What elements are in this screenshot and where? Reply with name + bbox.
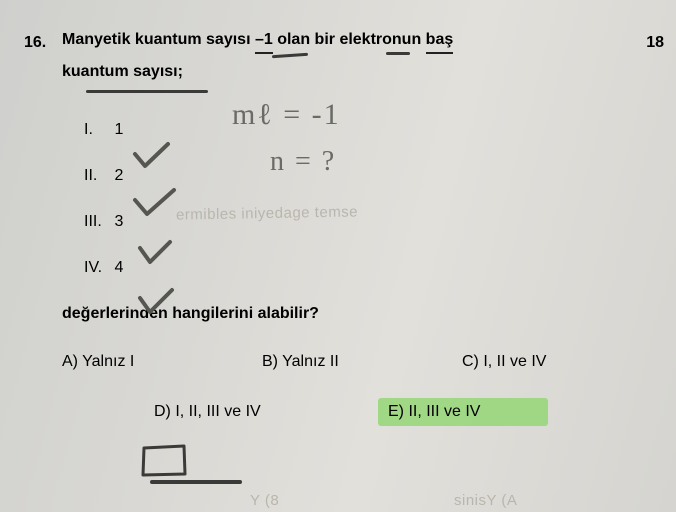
worksheet-page: 18 16. Manyetik kuantum sayısı –1 olan b… bbox=[0, 0, 676, 512]
item-1: I. 1 bbox=[84, 121, 656, 139]
answer-a[interactable]: A) Yalnız I bbox=[62, 353, 262, 371]
item-label: III. bbox=[84, 213, 110, 231]
answer-row-2: D) I, II, III ve IV E) II, III ve IV bbox=[62, 403, 656, 421]
qtext-seg-b: –1 bbox=[255, 28, 273, 54]
handwriting-nq: n = ? bbox=[270, 146, 336, 178]
underline-mark bbox=[86, 90, 208, 93]
question-text: Manyetik kuantum sayısı –1 olan bir elek… bbox=[62, 28, 656, 83]
answer-row-1: A) Yalnız I B) Yalnız II C) I, II ve IV bbox=[62, 353, 656, 371]
checkmark-icon bbox=[132, 140, 172, 174]
pencil-underline-icon bbox=[386, 52, 410, 55]
bleed-text: Y (8 bbox=[250, 492, 279, 509]
item-label: IV. bbox=[84, 259, 110, 277]
checkmark-icon bbox=[136, 238, 176, 272]
question-line-2: kuantum sayısı; bbox=[62, 60, 656, 83]
qtext-seg-a: Manyetik kuantum sayısı bbox=[62, 31, 255, 48]
answer-b[interactable]: B) Yalnız II bbox=[262, 353, 462, 371]
checkmark-icon bbox=[136, 286, 176, 320]
qtext-seg-c: olan bir elektronun bbox=[273, 31, 426, 48]
answer-d-text: D) I, II, III ve IV bbox=[154, 403, 261, 420]
item-value: 3 bbox=[114, 213, 132, 231]
question-line-1: Manyetik kuantum sayısı –1 olan bir elek… bbox=[62, 28, 656, 54]
item-value: 2 bbox=[114, 167, 132, 185]
handwriting-ml: mℓ = -1 bbox=[232, 98, 341, 132]
answer-e-text: E) II, III ve IV bbox=[388, 403, 480, 420]
answer-choices: A) Yalnız I B) Yalnız II C) I, II ve IV … bbox=[62, 353, 656, 421]
qtext-seg-d: baş bbox=[426, 28, 454, 54]
item-label: I. bbox=[84, 121, 110, 139]
item-value: 4 bbox=[114, 259, 132, 277]
page-side-number: 18 bbox=[646, 34, 664, 52]
item-label: II. bbox=[84, 167, 110, 185]
question-number: 16. bbox=[24, 34, 46, 52]
item-value: 1 bbox=[114, 121, 132, 139]
checkmark-icon bbox=[132, 188, 178, 222]
pencil-box-icon bbox=[140, 444, 188, 478]
pencil-underline-icon bbox=[150, 480, 242, 484]
bleed-text: sinisY (A bbox=[454, 492, 517, 509]
bleed-text: ermibles iniyedage temse bbox=[176, 203, 358, 223]
answer-d[interactable]: D) I, II, III ve IV bbox=[154, 403, 388, 421]
answer-e[interactable]: E) II, III ve IV bbox=[388, 403, 588, 421]
answer-c[interactable]: C) I, II ve IV bbox=[462, 353, 622, 371]
